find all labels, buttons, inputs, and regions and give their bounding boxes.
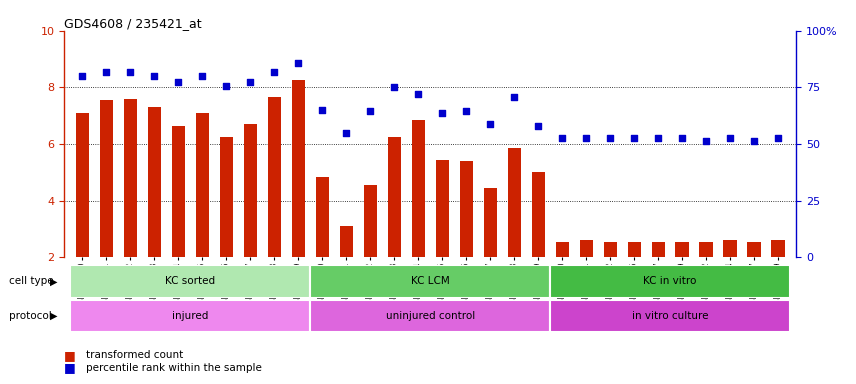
Point [267,69,281,75]
Bar [310,300,550,332]
Text: KC sorted: KC sorted [165,276,215,286]
Point [291,60,305,66]
Bar [603,242,616,257]
Point [123,69,137,75]
Bar [123,99,137,257]
Bar [99,100,113,257]
Text: transformed count: transformed count [86,350,183,360]
Point [219,83,233,89]
Bar [310,265,550,298]
Bar [747,242,761,257]
Text: ■: ■ [64,361,76,374]
Bar [627,242,640,257]
Bar [388,137,401,257]
Bar [316,177,329,257]
Point [723,135,737,141]
Text: cell type: cell type [9,276,53,286]
Point [771,135,785,141]
Bar [75,113,89,257]
Point [195,73,209,79]
Point [699,138,713,144]
Point [411,91,425,98]
Point [339,129,353,136]
Point [484,121,497,127]
Bar [195,113,209,257]
Point [580,135,593,141]
Text: KC in vitro: KC in vitro [644,276,697,286]
Bar [340,226,353,257]
Bar [651,242,665,257]
Bar [699,242,713,257]
Bar [70,300,310,332]
Point [99,69,113,75]
Point [532,122,545,129]
Bar [532,172,544,257]
Bar [550,265,790,298]
Bar [171,126,185,257]
Point [75,73,89,79]
Point [603,135,617,141]
Bar [484,188,496,257]
Point [747,138,761,144]
Point [556,135,569,141]
Bar [550,300,790,332]
Point [363,108,377,114]
Point [387,84,401,90]
Point [171,79,185,85]
Bar [771,240,785,257]
Bar [147,107,161,257]
Bar [412,120,425,257]
Bar [556,242,568,257]
Point [243,79,257,85]
Point [508,94,521,100]
Bar [364,185,377,257]
Text: ■: ■ [64,349,76,362]
Point [651,135,665,141]
Bar [580,240,592,257]
Bar [292,80,305,257]
Text: KC LCM: KC LCM [411,276,449,286]
Text: in vitro culture: in vitro culture [632,311,709,321]
Bar [220,137,233,257]
Point [460,108,473,114]
Bar [675,242,689,257]
Bar [723,240,737,257]
Text: ▶: ▶ [51,311,57,321]
Text: ▶: ▶ [51,276,57,286]
Text: protocol: protocol [9,311,51,321]
Point [675,135,689,141]
Point [627,135,641,141]
Bar [508,148,520,257]
Text: injured: injured [172,311,208,321]
Bar [460,161,473,257]
Bar [436,160,449,257]
Bar [268,97,281,257]
Point [147,73,161,79]
Text: uninjured control: uninjured control [385,311,475,321]
Text: GDS4608 / 235421_at: GDS4608 / 235421_at [64,17,202,30]
Bar [244,124,257,257]
Text: percentile rank within the sample: percentile rank within the sample [86,363,261,373]
Point [436,110,449,116]
Bar [70,265,310,298]
Point [315,107,329,113]
